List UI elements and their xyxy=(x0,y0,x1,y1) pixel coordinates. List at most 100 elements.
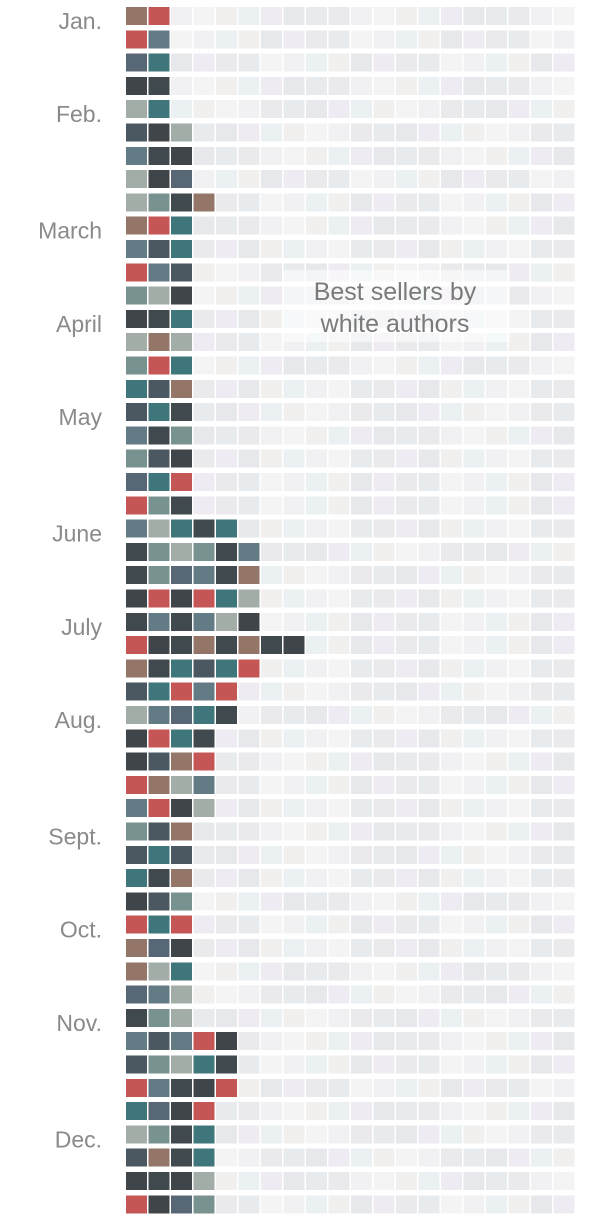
faded-book-cell xyxy=(351,473,373,491)
faded-book-cell xyxy=(531,496,553,515)
faded-book-cell xyxy=(463,659,485,678)
faded-book-cell xyxy=(553,612,575,631)
faded-book-cell xyxy=(486,589,508,608)
faded-book-cell xyxy=(396,636,418,655)
faded-book-cell xyxy=(283,892,305,911)
faded-book-cell xyxy=(531,612,553,631)
faded-book-cell xyxy=(418,612,440,631)
faded-book-cell xyxy=(171,100,193,119)
faded-book-cell xyxy=(508,170,530,189)
highlighted-book-cell xyxy=(216,682,238,701)
faded-book-cell xyxy=(418,76,440,95)
faded-book-cell xyxy=(328,542,350,561)
faded-book-cell xyxy=(418,1148,440,1167)
faded-book-cell xyxy=(531,240,553,258)
highlighted-book-cell xyxy=(148,589,170,608)
month-label: March xyxy=(38,218,102,244)
faded-book-cell xyxy=(193,263,215,282)
faded-book-cell xyxy=(418,915,440,934)
faded-book-cell xyxy=(553,286,575,305)
faded-book-cell xyxy=(441,542,463,561)
faded-book-cell xyxy=(216,1102,238,1121)
highlighted-book-cell xyxy=(171,146,193,165)
faded-book-cell xyxy=(531,519,553,538)
faded-book-cell xyxy=(553,799,575,818)
faded-book-cell xyxy=(306,1055,328,1074)
highlighted-book-cell xyxy=(126,1148,148,1167)
highlighted-book-cell xyxy=(126,1055,148,1074)
faded-book-cell xyxy=(508,30,530,49)
highlighted-book-cell xyxy=(148,659,170,678)
faded-book-cell xyxy=(441,356,463,375)
faded-book-cell xyxy=(508,123,530,142)
highlighted-book-cell xyxy=(148,542,170,561)
faded-book-cell xyxy=(238,799,260,818)
highlighted-book-cell xyxy=(171,729,193,748)
highlighted-book-cell xyxy=(126,356,148,375)
faded-book-cell xyxy=(193,845,215,864)
faded-book-cell xyxy=(553,1195,575,1214)
faded-book-cell xyxy=(441,426,463,445)
highlighted-book-cell xyxy=(171,1195,193,1214)
faded-book-cell xyxy=(441,1055,463,1074)
faded-book-cell xyxy=(216,915,238,934)
faded-book-cell xyxy=(531,566,553,585)
highlighted-book-cell xyxy=(238,659,260,678)
faded-book-cell xyxy=(418,496,440,515)
faded-book-cell xyxy=(396,100,418,119)
faded-book-cell xyxy=(531,100,553,119)
faded-book-cell xyxy=(261,76,283,95)
faded-book-cell xyxy=(328,473,350,491)
faded-book-cell xyxy=(373,1125,395,1144)
annotation-line-1: Best sellers by xyxy=(314,278,477,306)
faded-book-cell xyxy=(396,542,418,561)
faded-book-cell xyxy=(283,216,305,235)
faded-book-cell xyxy=(283,869,305,888)
highlighted-book-cell xyxy=(171,962,193,981)
faded-book-cell xyxy=(261,1078,283,1097)
highlighted-book-cell xyxy=(126,309,148,328)
faded-book-cell xyxy=(531,1172,553,1190)
faded-book-cell xyxy=(508,589,530,608)
faded-book-cell xyxy=(283,962,305,981)
highlighted-book-cell xyxy=(148,309,170,328)
highlighted-book-cell xyxy=(126,1032,148,1051)
faded-book-cell xyxy=(216,892,238,911)
faded-book-cell xyxy=(216,1195,238,1214)
faded-book-cell xyxy=(418,473,440,491)
faded-book-cell xyxy=(216,799,238,818)
highlighted-book-cell xyxy=(126,449,148,468)
faded-book-cell xyxy=(553,240,575,258)
faded-book-cell xyxy=(418,659,440,678)
faded-book-cell xyxy=(238,7,260,25)
faded-book-cell xyxy=(508,869,530,888)
faded-book-cell xyxy=(283,1172,305,1190)
faded-book-cell xyxy=(373,1148,395,1167)
faded-book-cell xyxy=(283,706,305,724)
highlighted-book-cell xyxy=(126,123,148,142)
faded-book-cell xyxy=(283,519,305,538)
faded-book-cell xyxy=(261,379,283,398)
highlighted-book-cell xyxy=(126,729,148,748)
faded-book-cell xyxy=(508,775,530,794)
highlighted-book-cell xyxy=(148,123,170,142)
faded-book-cell xyxy=(553,449,575,468)
faded-book-cell xyxy=(328,7,350,25)
faded-book-cell xyxy=(396,799,418,818)
faded-book-cell xyxy=(418,799,440,818)
faded-book-cell xyxy=(508,426,530,445)
faded-book-cell xyxy=(238,309,260,328)
faded-book-cell xyxy=(238,333,260,352)
faded-book-cell xyxy=(306,403,328,422)
faded-book-cell xyxy=(328,589,350,608)
faded-book-cell xyxy=(531,76,553,95)
faded-book-cell xyxy=(486,892,508,911)
faded-book-cell xyxy=(486,729,508,748)
faded-book-cell xyxy=(328,822,350,841)
faded-book-cell xyxy=(418,1102,440,1121)
faded-book-cell xyxy=(486,636,508,655)
faded-book-cell xyxy=(373,636,395,655)
faded-book-cell xyxy=(351,146,373,165)
faded-book-cell xyxy=(531,729,553,748)
faded-book-cell xyxy=(193,869,215,888)
